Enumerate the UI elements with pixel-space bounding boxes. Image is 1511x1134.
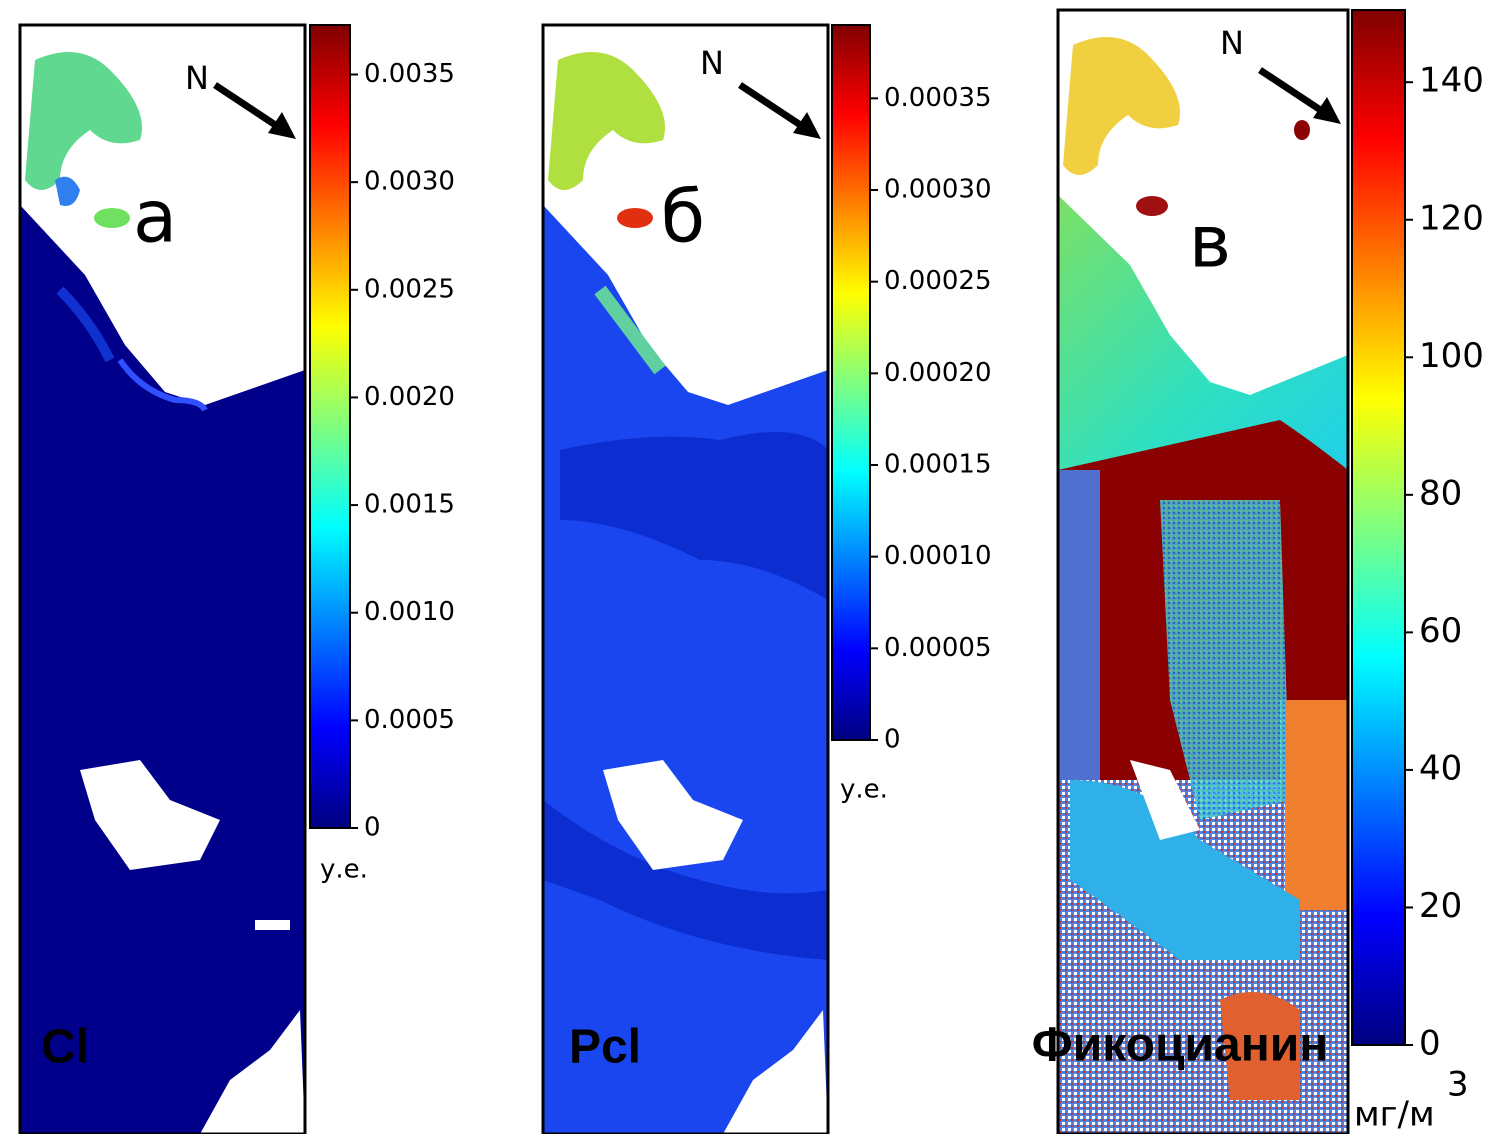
colorbar-tick-label: 0 bbox=[1419, 1024, 1441, 1064]
colorbar-tick-label: 0.00015 bbox=[884, 450, 992, 480]
panel-label: Pcl bbox=[569, 1021, 641, 1074]
colorbar-unit: у.е. bbox=[840, 775, 888, 805]
panel-label: Cl bbox=[41, 1021, 89, 1074]
colorbar-tick-label: 0 bbox=[884, 725, 901, 755]
colorbar-tick-label: 0.0005 bbox=[364, 705, 455, 735]
colorbar-unit: у.е. bbox=[320, 855, 368, 885]
colorbar-unit: мг/м bbox=[1354, 1095, 1435, 1134]
colorbar-tick-label: 140 bbox=[1419, 61, 1484, 101]
colorbar-tick-label: 0.0025 bbox=[364, 274, 455, 304]
panel-letter: в bbox=[1189, 200, 1231, 284]
colorbar bbox=[310, 25, 350, 828]
colorbar-tick-label: 0.0015 bbox=[364, 490, 455, 520]
colorbar-tick-label: 0.0030 bbox=[364, 167, 455, 197]
colorbar-tick-label: 40 bbox=[1419, 748, 1462, 788]
colorbar bbox=[1352, 10, 1405, 1045]
colorbar-tick-label: 60 bbox=[1419, 611, 1462, 651]
panel-label: Фикоцианин bbox=[1032, 1019, 1328, 1072]
colorbar-tick-label: 20 bbox=[1419, 886, 1462, 926]
north-label: N bbox=[185, 59, 209, 97]
colorbar-tick-label: 0.0035 bbox=[364, 59, 455, 89]
north-label: N bbox=[700, 44, 724, 82]
map-image bbox=[1058, 10, 1348, 1134]
colorbar-tick-label: 0.0020 bbox=[364, 382, 455, 412]
colorbar-tick-label: 0.00025 bbox=[884, 266, 992, 296]
colorbar-tick-label: 100 bbox=[1419, 336, 1484, 376]
colorbar-unit-power: 3 bbox=[1447, 1065, 1469, 1105]
colorbar-tick-label: 80 bbox=[1419, 473, 1462, 513]
colorbar-tick-label: 0.0010 bbox=[364, 597, 455, 627]
colorbar-tick-label: 0.00020 bbox=[884, 358, 992, 388]
colorbar-tick-label: 0.00010 bbox=[884, 541, 992, 571]
colorbar-tick-label: 0 bbox=[364, 813, 381, 843]
colorbar-tick-label: 0.00030 bbox=[884, 175, 992, 205]
colorbar-tick-label: 0.00035 bbox=[884, 83, 992, 113]
figure: Nа Cl 0 0.0005 0.0010 0.0015 0.0020 0.0025 0.003… bbox=[0, 0, 1511, 1134]
north-label: N bbox=[1220, 24, 1244, 62]
panel-letter: б bbox=[661, 175, 705, 259]
colorbar bbox=[832, 25, 870, 740]
colorbar-tick-label: 0.00005 bbox=[884, 633, 992, 663]
panel-letter: а bbox=[133, 175, 177, 259]
colorbar-tick-label: 120 bbox=[1419, 198, 1484, 238]
